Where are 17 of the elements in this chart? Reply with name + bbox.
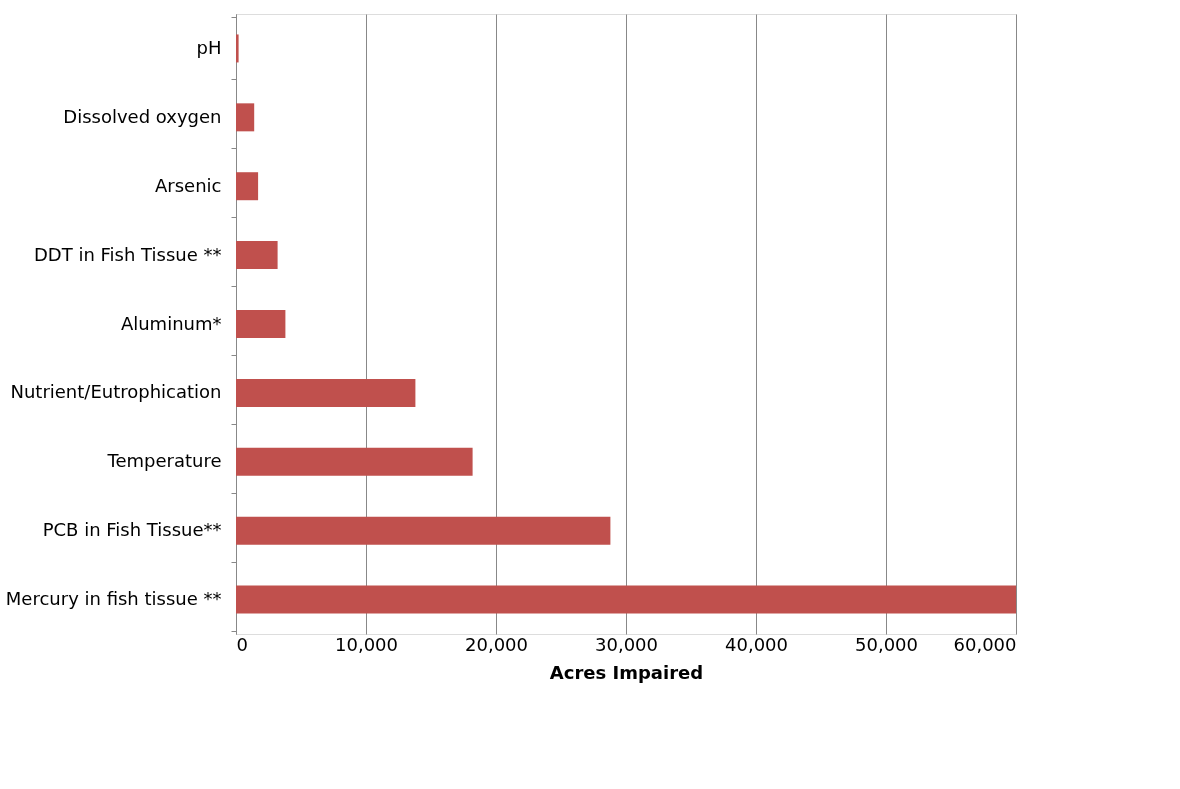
x-tick-label: 40,000 <box>725 633 788 655</box>
y-tick-label: Aluminum* <box>120 312 222 334</box>
x-tick-label: 30,000 <box>595 633 658 655</box>
y-tick-label: DDT in Fish Tissue ** <box>33 243 222 265</box>
x-tick-label: 60,000 <box>953 633 1017 655</box>
x-tick-label: 10,000 <box>335 633 398 655</box>
y-tick-label: PCB in Fish Tissue** <box>42 519 222 541</box>
x-axis-title: Acres Impaired <box>549 661 704 683</box>
y-tick-label: Mercury in fish tissue ** <box>5 588 222 610</box>
x-tick-label: 0 <box>236 633 248 655</box>
x-tick-label: 20,000 <box>465 633 528 655</box>
y-tick-label: Nutrient/Eutrophication <box>10 381 222 403</box>
x-tick-label: 50,000 <box>855 633 918 655</box>
y-tick-label: Arsenic <box>155 174 222 196</box>
y-tick-label: Temperature <box>106 450 222 472</box>
y-tick-label: Dissolved oxygen <box>63 105 222 127</box>
y-tick-label: pH <box>196 36 222 58</box>
